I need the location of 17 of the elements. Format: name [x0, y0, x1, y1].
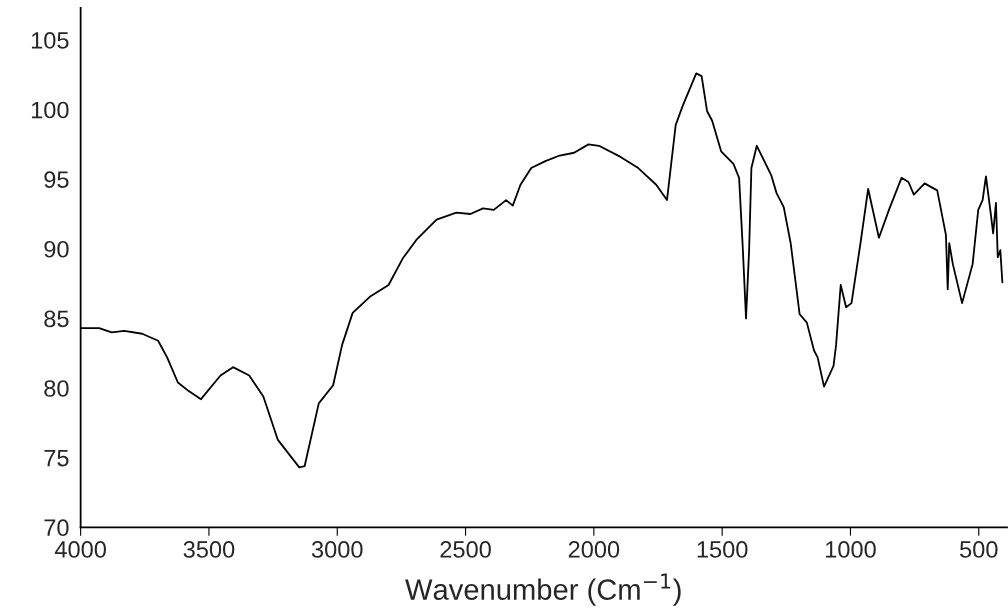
- y-tick-label: 75: [44, 449, 69, 467]
- y-tick-label: 100: [31, 101, 69, 119]
- y-tick-label: 95: [44, 171, 69, 188]
- x-axis-title: Wavenumber (Cm$^{−1}$): [405, 573, 681, 606]
- x-tick-label: 2500: [440, 541, 491, 558]
- x-tick-label: 500: [960, 541, 998, 558]
- x-tick-label: 3500: [183, 541, 235, 558]
- y-tick-label: 80: [44, 380, 69, 397]
- x-tick-label: 1000: [826, 541, 876, 558]
- y-tick-label: 85: [44, 310, 69, 328]
- y-tick-label: 105: [31, 32, 69, 49]
- y-tick-label: 90: [44, 240, 69, 258]
- x-tick-label: 3000: [311, 541, 363, 558]
- x-tick-label: 2000: [568, 541, 620, 558]
- x-tick-label: 1500: [697, 541, 748, 558]
- x-tick-label: 4000: [54, 541, 106, 558]
- y-tick-label: 70: [44, 519, 69, 537]
